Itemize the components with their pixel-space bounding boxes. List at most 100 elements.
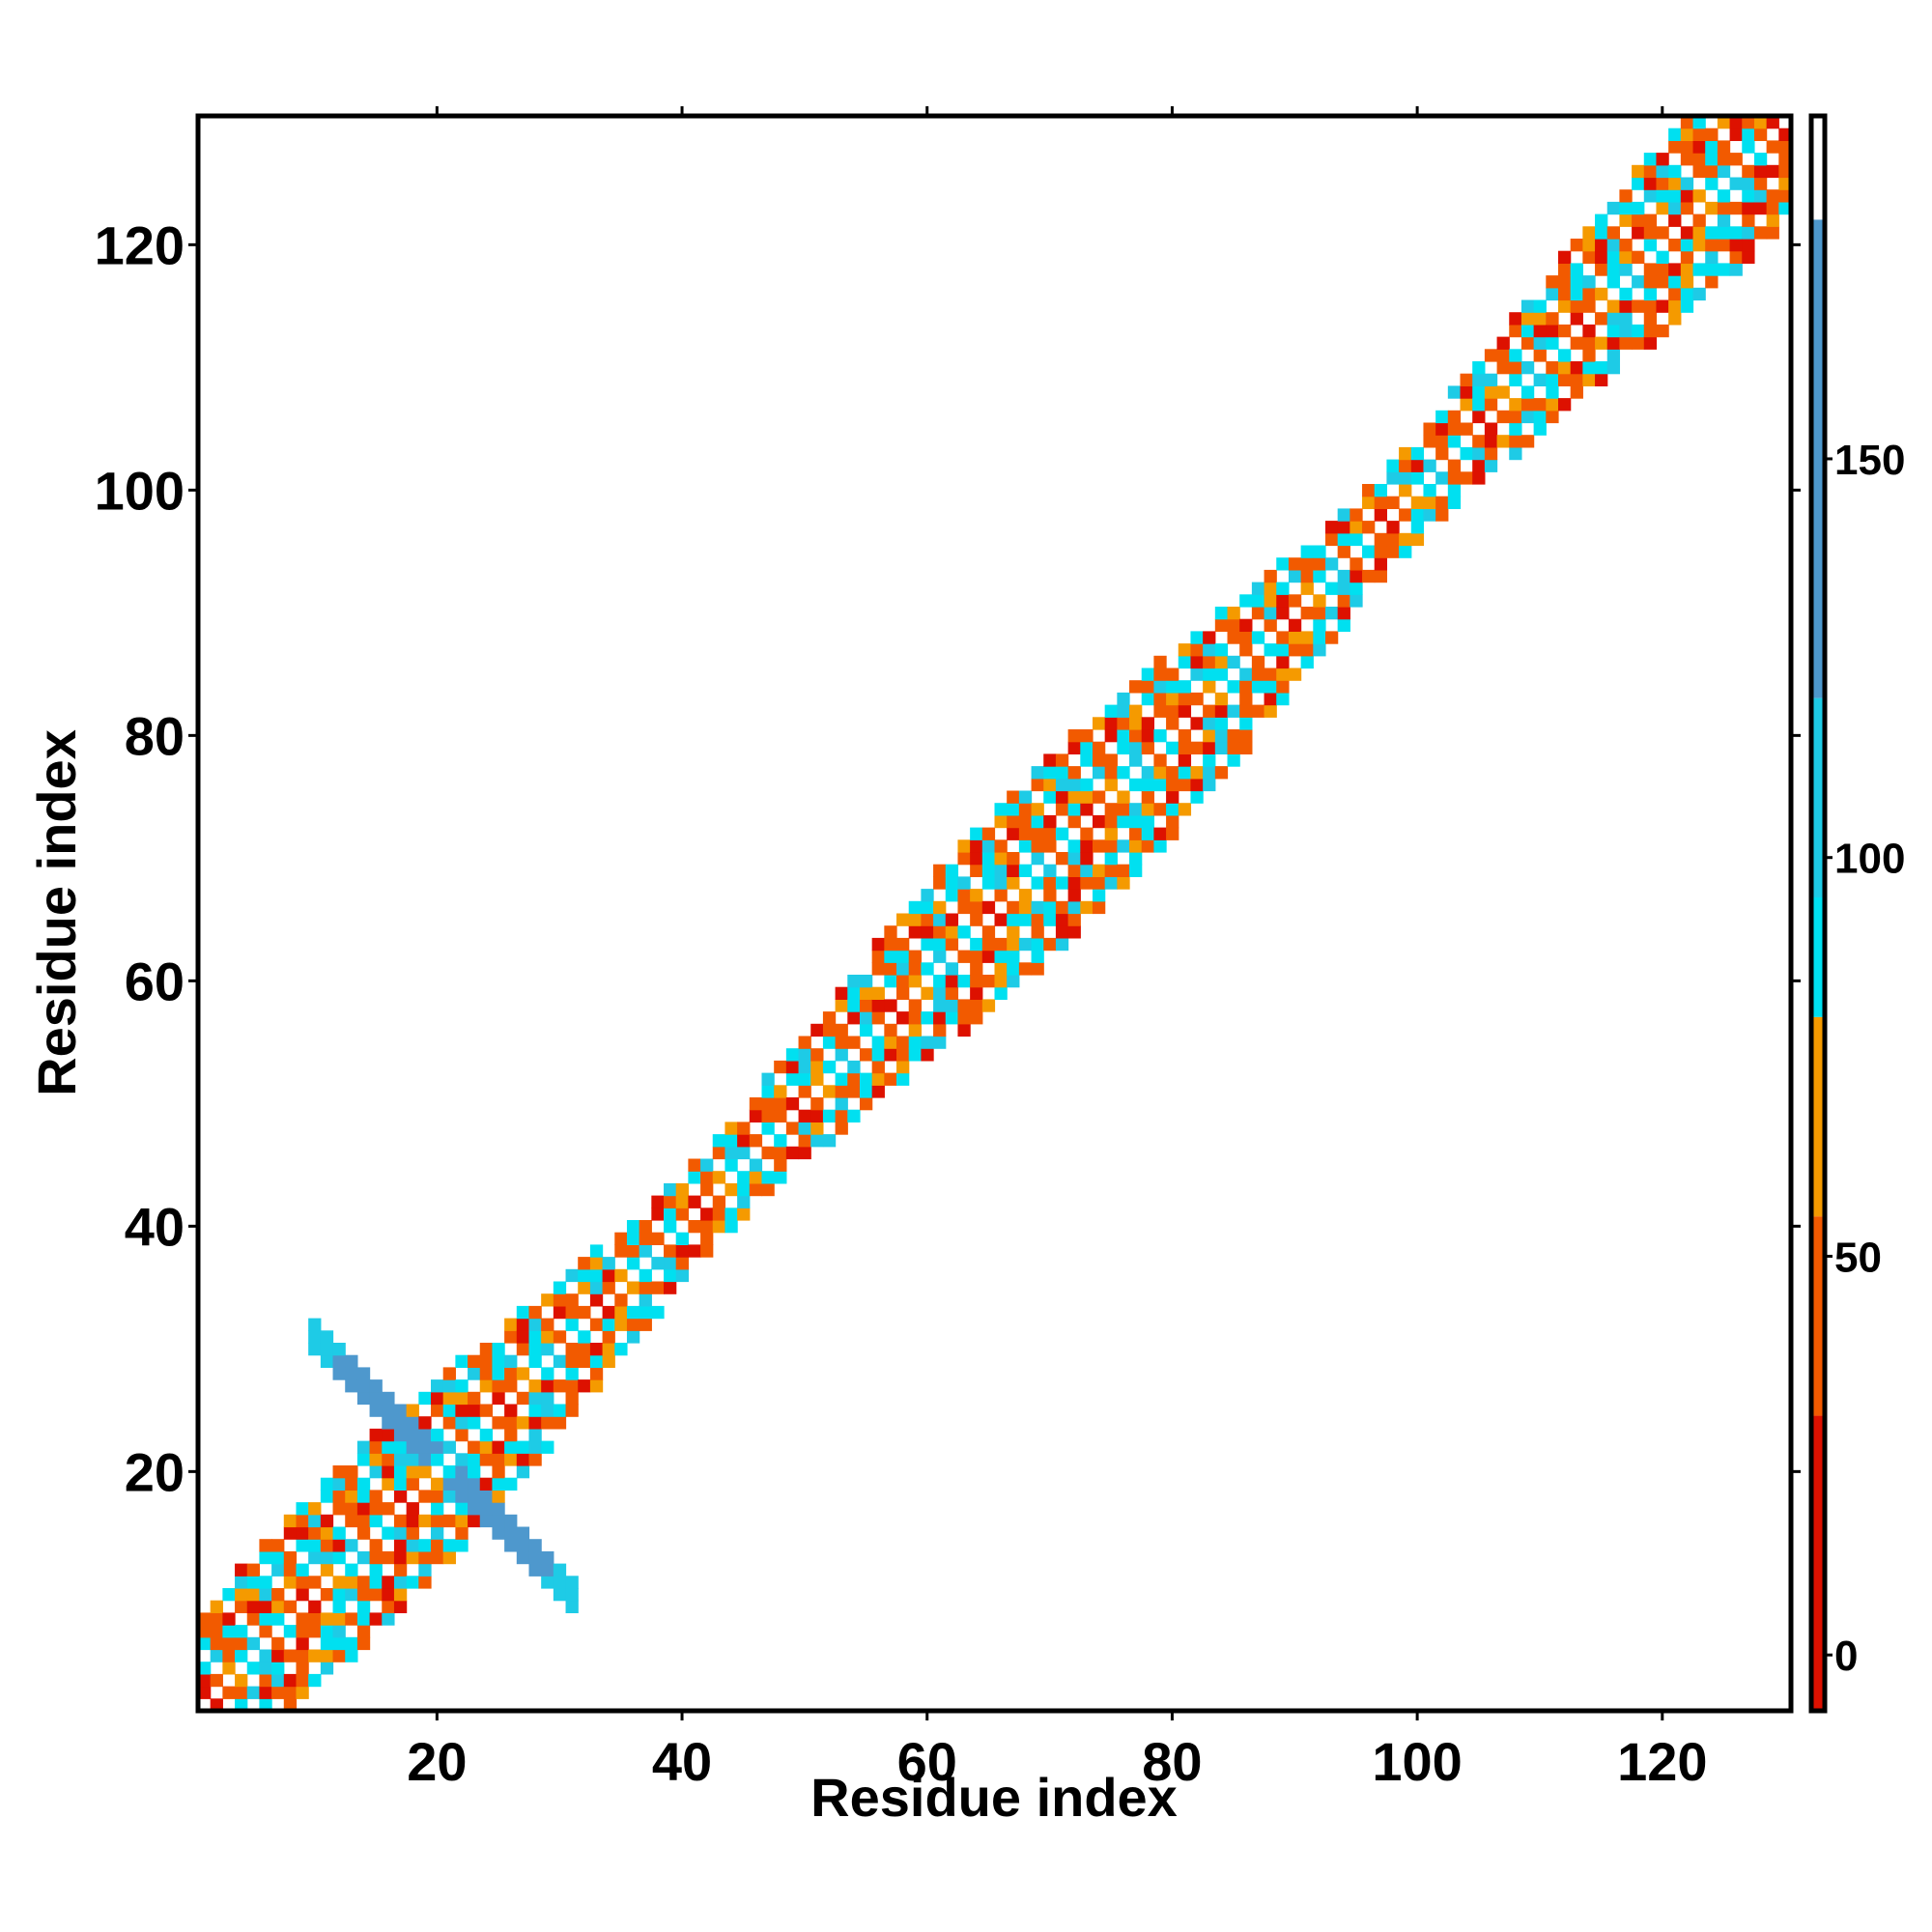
heatmap-cell: [871, 1060, 885, 1074]
heatmap-cell: [369, 1453, 383, 1466]
heatmap-cell: [589, 1268, 604, 1283]
heatmap-cell: [1227, 753, 1240, 767]
heatmap-cell: [945, 937, 959, 952]
heatmap-cell: [1031, 803, 1044, 816]
heatmap-cell: [1239, 631, 1253, 644]
heatmap-cell: [1753, 153, 1768, 166]
heatmap-cell: [356, 1636, 371, 1651]
heatmap-cell: [1153, 803, 1167, 816]
heatmap-cell: [1557, 250, 1572, 264]
heatmap-cell: [1288, 631, 1302, 644]
heatmap-cell: [308, 1625, 322, 1638]
heatmap-cell: [1153, 753, 1167, 767]
heatmap-cell: [1520, 435, 1535, 448]
heatmap-cell: [1410, 521, 1425, 534]
heatmap-cell: [1557, 349, 1572, 362]
heatmap-cell: [639, 1305, 652, 1320]
heatmap-cell: [1557, 299, 1572, 313]
heatmap-cell: [1643, 287, 1658, 301]
heatmap-cell: [1546, 385, 1559, 399]
heatmap-cell: [210, 1636, 223, 1651]
heatmap-cell: [1239, 692, 1253, 706]
heatmap-cell: [246, 1588, 261, 1602]
heatmap-cell: [1313, 557, 1326, 571]
heatmap-cell: [578, 1354, 591, 1368]
heatmap-cell: [1178, 692, 1192, 706]
heatmap-cell: [1619, 189, 1633, 203]
heatmap-cell: [1680, 299, 1694, 313]
heatmap-cell: [1435, 471, 1449, 485]
heatmap-cell: [271, 1686, 285, 1699]
heatmap-cell: [1117, 717, 1130, 730]
heatmap-cell: [1313, 631, 1326, 644]
heatmap-cell: [761, 1072, 775, 1086]
heatmap-cell: [1141, 766, 1154, 780]
heatmap-cell: [1080, 741, 1094, 754]
heatmap-cell: [921, 889, 934, 902]
heatmap-cell: [504, 1318, 518, 1331]
heatmap-cell: [810, 1134, 824, 1148]
heatmap-cell: [1606, 250, 1621, 264]
colorbar-band: [1811, 1216, 1825, 1416]
heatmap-cell: [283, 1698, 298, 1712]
heatmap-cell: [1043, 778, 1057, 792]
heatmap-cell: [1141, 814, 1154, 829]
heatmap-cell: [1595, 239, 1608, 252]
heatmap-cell: [479, 1379, 494, 1393]
heatmap-cell: [528, 1330, 542, 1344]
heatmap-cell: [1337, 521, 1350, 534]
heatmap-cell: [479, 1453, 494, 1466]
heatmap-cell: [1018, 937, 1033, 952]
heatmap-cell: [492, 1440, 505, 1454]
heatmap-cell: [1484, 385, 1498, 399]
heatmap-cell: [1729, 250, 1743, 264]
heatmap-cell: [639, 1293, 652, 1307]
heatmap-cell: [859, 1011, 873, 1025]
heatmap-cell: [369, 1550, 383, 1565]
heatmap-cell: [259, 1550, 272, 1565]
heatmap-cell: [1178, 803, 1192, 816]
heatmap-cell: [957, 839, 971, 853]
heatmap-cell: [1423, 484, 1436, 497]
heatmap-cell: [970, 827, 983, 840]
heatmap-cell: [1313, 569, 1326, 583]
heatmap-cell: [259, 1588, 272, 1602]
heatmap-cell: [1729, 153, 1743, 166]
heatmap-cell: [1619, 263, 1633, 276]
heatmap-cell: [896, 986, 910, 1000]
heatmap-cell: [1117, 790, 1130, 804]
heatmap-cell: [1239, 680, 1253, 694]
heatmap-cell: [1680, 287, 1694, 301]
heatmap-cell: [1153, 655, 1167, 669]
heatmap-cell: [1595, 226, 1608, 240]
heatmap-cell: [884, 1048, 897, 1062]
heatmap-cell: [1043, 864, 1057, 877]
heatmap-cell: [296, 1502, 309, 1516]
heatmap-cell: [1533, 336, 1547, 350]
heatmap-cell: [1080, 803, 1094, 816]
heatmap-cell: [933, 1023, 947, 1037]
heatmap-cell: [1055, 925, 1069, 939]
heatmap-cell: [479, 1514, 494, 1528]
heatmap-cell: [1104, 803, 1118, 816]
heatmap-cell: [749, 1097, 763, 1111]
heatmap-cell: [1766, 201, 1779, 215]
heatmap-cell: [528, 1404, 542, 1417]
heatmap-cell: [308, 1600, 322, 1613]
heatmap-cell: [1080, 839, 1094, 853]
heatmap-cell: [1129, 839, 1143, 853]
heatmap-cell: [1288, 618, 1302, 632]
heatmap-cell: [1031, 876, 1044, 890]
heatmap-cell: [700, 1171, 714, 1184]
heatmap-cell: [393, 1428, 408, 1442]
heatmap-cell: [1129, 814, 1143, 829]
heatmap-cell: [1178, 741, 1192, 754]
heatmap-cell: [1007, 864, 1020, 877]
heatmap-cell: [222, 1612, 236, 1626]
heatmap-cell: [492, 1514, 505, 1528]
heatmap-cell: [737, 1208, 751, 1221]
heatmap-cell: [516, 1539, 530, 1552]
heatmap-cell: [235, 1698, 248, 1712]
heatmap-cell: [1104, 876, 1118, 890]
heatmap-cell: [553, 1588, 567, 1602]
